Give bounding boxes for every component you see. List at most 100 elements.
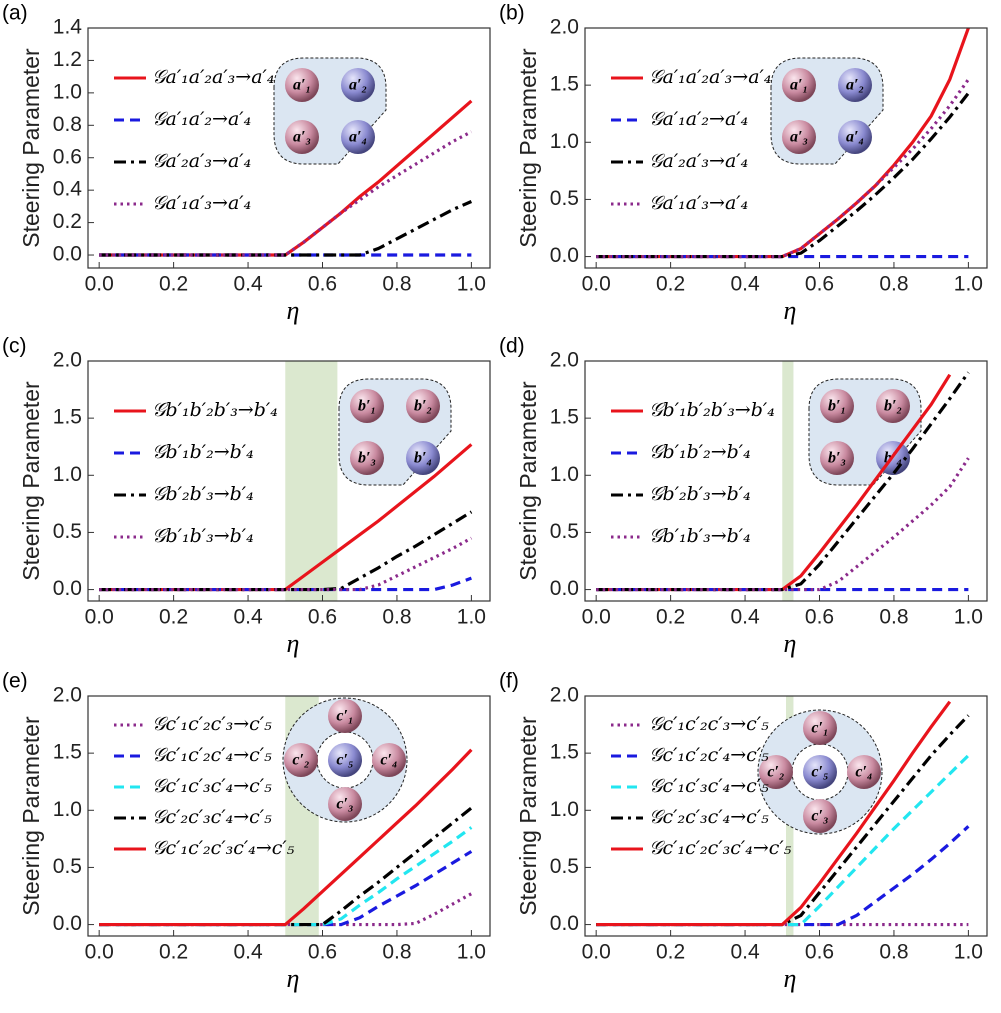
inset: b′₁ b′₂b′₃ b′₄ (808, 378, 922, 486)
x-tick-label: 1.0 (954, 606, 983, 629)
x-tick-label: 0.2 (656, 941, 685, 964)
x-axis-label: η (287, 296, 300, 325)
panel: 0.0 0.2 0.4 0.6 0.8 1.00.00.51.01.52.0c′₁c′₂c… (2, 670, 491, 993)
inset-ball (782, 68, 816, 102)
panel: 0.0 0.2 0.4 0.6 0.8 1.00.00.51.01.52.0c′₁c′₂c… (499, 670, 988, 993)
inset: c′₁ c′₂ c′₃ c′₄ c′₅ (282, 697, 408, 823)
inset-label: b′₁ (828, 398, 846, 415)
x-tick-label: 0.2 (656, 606, 685, 629)
inset-label: c′₅ (811, 764, 828, 781)
legend-label: 𝒢b′₁b′₃→b′₄ (152, 525, 254, 547)
y-tick-label: 1.0 (550, 798, 579, 821)
inset-label: c′₃ (336, 796, 353, 813)
x-axis-label: η (784, 296, 797, 325)
legend-label: 𝒢a′₁a′₂a′₃→a′₄ (649, 66, 771, 88)
inset-label: a′₄ (846, 129, 864, 146)
inset-label: c′₁ (336, 708, 353, 725)
inset-label: a′₄ (349, 129, 367, 146)
y-tick-label: 0.0 (550, 912, 579, 935)
inset-ball (803, 711, 837, 745)
x-tick-label: 1.0 (457, 273, 486, 296)
y-axis-label: Steering Parameter (18, 381, 44, 581)
legend-label: 𝒢b′₂b′₃→b′₄ (152, 483, 254, 505)
y-tick-label: 0.6 (53, 145, 82, 168)
x-axis-label: η (784, 629, 797, 658)
panel-label: (e) (2, 670, 28, 693)
panel: 0.0 0.2 0.4 0.6 0.8 1.0 0.0 0.5 1.0 1.5 2.0 b′₁ b′₂ b… (499, 335, 988, 658)
x-tick-label: 0.4 (730, 273, 760, 296)
y-tick-label: 0.0 (53, 577, 82, 600)
inset-ball (820, 389, 854, 423)
legend-label: 𝒢a′₂a′₃→a′₄ (152, 150, 251, 172)
x-tick-label: 0.4 (233, 606, 263, 629)
x-tick-label: 1.0 (954, 273, 983, 296)
inset-ball (847, 755, 881, 789)
x-tick-label: 0.6 (805, 273, 834, 296)
series-line (99, 826, 473, 927)
inset-label: c′₂ (292, 752, 309, 769)
plot-frame (584, 360, 988, 602)
x-tick-label: 1.0 (457, 606, 486, 629)
inset-label: c′₄ (380, 752, 397, 769)
x-tick-label: 0.2 (159, 941, 188, 964)
y-axis-label: Steering Parameter (18, 48, 44, 248)
inset-ball (759, 755, 793, 789)
x-axis-label: η (784, 964, 797, 993)
inset-ball (285, 120, 319, 154)
shaded-region (285, 361, 338, 601)
inset-label: b′₂ (884, 398, 902, 415)
inset-ball (350, 389, 384, 423)
x-tick-label: 0.8 (879, 606, 908, 629)
inset-ball (328, 787, 362, 821)
x-tick-label: 0.2 (159, 273, 188, 296)
inset-label: c′₃ (811, 808, 828, 825)
legend-label: 𝒢a′₁a′₃→a′₄ (649, 192, 748, 214)
y-tick-label: 2.0 (53, 684, 82, 707)
y-tick-label: 1.2 (53, 48, 82, 71)
inset-label: a′₃ (790, 129, 808, 146)
plot-frame (584, 27, 988, 269)
y-tick-label: 1.0 (550, 463, 579, 486)
legend-label: 𝒢c′₁c′₂c′₃→c′₅ (152, 713, 272, 735)
inset-ball (876, 389, 910, 423)
y-tick-label: 2.0 (550, 684, 579, 707)
y-tick-label: 1.5 (550, 73, 579, 96)
series-line (99, 130, 473, 257)
series-line (596, 78, 970, 259)
legend-label: 𝒢c′₁c′₂c′₄→c′₅ (649, 744, 769, 766)
y-tick-label: 1.0 (53, 80, 82, 103)
legend-label: 𝒢c′₂c′₃c′₄→c′₅ (649, 806, 769, 828)
series-line (99, 536, 473, 592)
x-tick-label: 0.0 (85, 941, 114, 964)
x-tick-label: 0.2 (656, 273, 685, 296)
inset-ball (372, 743, 406, 777)
inset-ball (284, 743, 318, 777)
legend-label: 𝒢a′₁a′₂→a′₄ (152, 108, 251, 130)
y-tick-label: 2.0 (550, 349, 579, 372)
legend-label: 𝒢c′₁c′₂c′₃c′₄→c′₅ (649, 837, 792, 859)
panel: 0.0 0.2 0.4 0.6 0.8 1.0 0.0 0.2 0.4 0.6 0.8 1.0 1.2 1… (2, 2, 491, 325)
series-line (596, 754, 970, 927)
inset: b′₁ b′₂b′₃ b′₄ (338, 378, 452, 486)
panel-label: (f) (499, 670, 519, 693)
x-tick-label: 0.4 (233, 273, 263, 296)
inset-ball (341, 68, 375, 102)
x-tick-label: 0.8 (879, 941, 908, 964)
inset-ball (820, 441, 854, 475)
legend-label: 𝒢b′₁b′₂b′₃→b′₄ (649, 399, 775, 421)
x-axis-label: η (287, 964, 300, 993)
y-tick-label: 0.5 (53, 520, 82, 543)
series-line (99, 748, 473, 927)
inset-ball (285, 68, 319, 102)
panel-label: (c) (2, 335, 27, 358)
plot-frame (87, 360, 491, 602)
inset-label: a′₁ (790, 77, 808, 94)
inset-label: b′₃ (828, 450, 846, 467)
x-tick-label: 0.0 (85, 606, 114, 629)
inset-ball (782, 120, 816, 154)
x-tick-label: 0.4 (233, 941, 263, 964)
panel-label: (a) (2, 2, 28, 25)
inset: a′₁ a′₂ a′₃ a′₄ (273, 57, 387, 165)
inset-ball (350, 441, 384, 475)
